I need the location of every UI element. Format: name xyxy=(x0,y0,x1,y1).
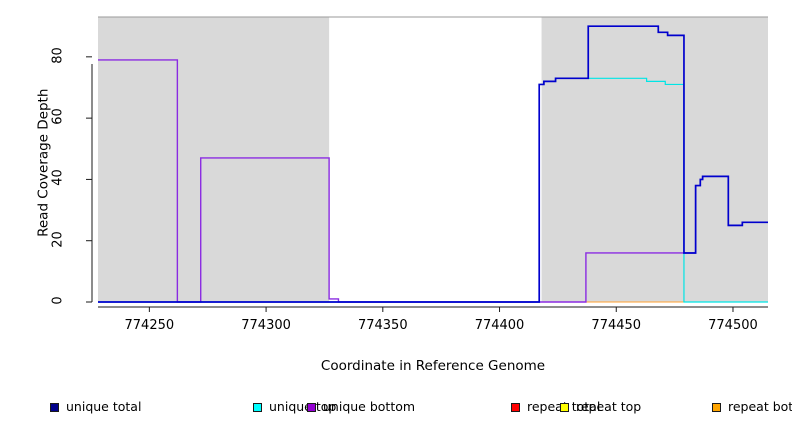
legend-label: unique total xyxy=(66,398,142,414)
y-axis-title: Read Coverage Depth xyxy=(35,88,52,237)
legend-swatch-icon xyxy=(712,402,721,412)
x-axis-title: Coordinate in Reference Genome xyxy=(320,358,546,374)
y-tick-label-2: 40 xyxy=(50,169,66,187)
legend-item-unique-total: unique total xyxy=(50,398,141,416)
y-tick-label-3: 60 xyxy=(50,108,66,125)
legend-swatch-icon xyxy=(307,402,316,412)
legend-item-unique-top: unique top xyxy=(253,398,336,416)
x-tick-label-0: 774250 xyxy=(124,318,175,333)
legend-item-repeat-bottom: repeat bottom xyxy=(712,398,792,416)
legend-label: repeat bottom xyxy=(728,398,792,414)
x-tick-label-5: 774500 xyxy=(708,318,758,333)
chart-legend: unique total unique top unique bottom repea… xyxy=(0,398,792,420)
x-tick-label-4: 774450 xyxy=(591,318,642,333)
legend-swatch-icon xyxy=(50,402,59,412)
legend-swatch-icon xyxy=(511,402,520,412)
shaded-region-0 xyxy=(98,17,330,302)
legend-label: unique bottom xyxy=(323,398,416,414)
legend-swatch-icon xyxy=(253,402,262,412)
x-tick-label-2: 774350 xyxy=(357,318,408,333)
legend-label: unique top xyxy=(269,398,337,414)
y-tick-label-1: 20 xyxy=(50,230,66,248)
legend-item-repeat-top: repeat top xyxy=(560,398,641,416)
x-tick-label-1: 774300 xyxy=(241,318,291,333)
series-unique-total xyxy=(98,25,768,303)
legend-label: repeat top xyxy=(576,398,642,414)
legend-swatch-icon xyxy=(560,402,569,412)
y-tick-label-0: 0 xyxy=(50,296,66,305)
x-tick-label-3: 774400 xyxy=(474,318,525,333)
shaded-region-1 xyxy=(541,17,768,302)
y-tick-label-4: 80 xyxy=(50,47,66,64)
legend-item-unique-bottom: unique bottom xyxy=(307,398,415,416)
